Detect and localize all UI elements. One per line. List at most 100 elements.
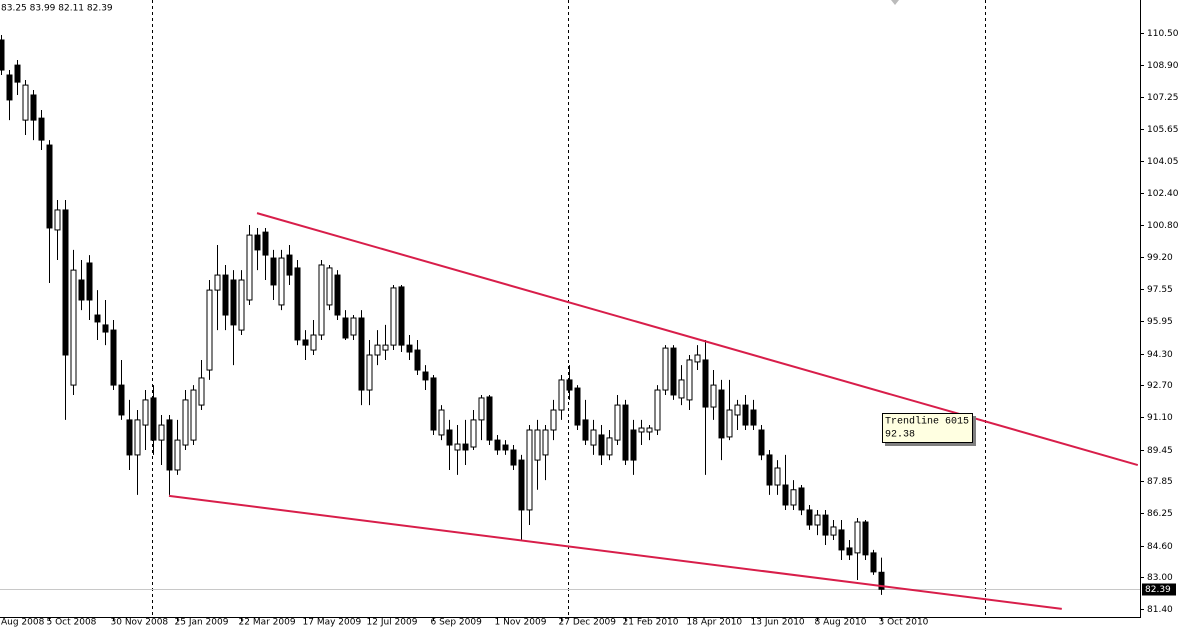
- tooltip-value: 92.38: [885, 430, 915, 441]
- candle-body: [702, 359, 709, 408]
- candle-body: [670, 347, 677, 396]
- candle-body: [134, 419, 141, 456]
- candle-body: [526, 429, 533, 511]
- candle-body: [534, 429, 541, 461]
- price-box: [1142, 583, 1176, 596]
- candle-body: [54, 209, 61, 231]
- candle-body: [878, 571, 885, 590]
- candle-body: [198, 377, 205, 406]
- candle-body: [382, 344, 389, 351]
- candle-body: [734, 404, 741, 416]
- y-tick-label: 91.10: [1147, 413, 1173, 423]
- ohlc-header: 83.25 83.99 82.11 82.39: [1, 4, 113, 14]
- candle-body: [870, 552, 877, 573]
- x-tick-label: 5 Oct 2008: [47, 618, 97, 628]
- candle-body: [86, 262, 93, 301]
- y-tick-label: 89.45: [1147, 446, 1173, 456]
- y-tick-label: 100.80: [1147, 221, 1178, 231]
- candle-body: [454, 443, 461, 451]
- y-tick-label: 104.05: [1147, 157, 1178, 167]
- candle-body: [806, 509, 813, 526]
- candle-body: [126, 419, 133, 456]
- candle-body: [502, 444, 509, 451]
- candle-body: [462, 443, 469, 451]
- candle-body: [286, 254, 293, 276]
- candle-body: [518, 459, 525, 511]
- candle-body: [270, 257, 277, 286]
- x-tick-label: 3 Oct 2010: [879, 618, 929, 628]
- candle-body: [550, 409, 557, 431]
- candle-body: [662, 347, 669, 391]
- candle-body: [846, 547, 853, 556]
- x-tick-label: 8 Aug 2010: [815, 618, 867, 628]
- candle-body: [854, 521, 861, 554]
- candle-body: [206, 289, 213, 371]
- candle-body: [406, 344, 413, 353]
- candle-body: [22, 84, 29, 121]
- candle-body: [726, 409, 733, 438]
- candle-body: [766, 454, 773, 486]
- candle-body: [774, 467, 781, 486]
- candle-body: [478, 397, 485, 421]
- candle-body: [638, 427, 645, 433]
- x-tick-label: 27 Dec 2009: [559, 618, 617, 628]
- candle-body: [654, 389, 661, 431]
- candle-body: [78, 279, 85, 301]
- candle-body: [558, 379, 565, 411]
- candle-body: [30, 94, 37, 121]
- x-tick-label: 13 Jun 2010: [751, 618, 805, 628]
- candle-body: [294, 267, 301, 341]
- candle-body: [494, 439, 501, 451]
- x-tick-label: 12 Jul 2009: [367, 618, 418, 628]
- y-tick-label: 107.25: [1147, 93, 1178, 103]
- candle-body: [694, 354, 701, 363]
- trendline: [168, 494, 1062, 610]
- y-tick-label: 102.40: [1147, 189, 1178, 199]
- tooltip-title: Trendline 6015: [885, 416, 969, 428]
- x-tick-label: 30 Nov 2008: [111, 618, 169, 628]
- candle-body: [750, 409, 757, 426]
- y-tick-label: 84.60: [1147, 542, 1173, 552]
- candle-body: [470, 419, 477, 448]
- candle-body: [166, 419, 173, 471]
- candle-body: [798, 487, 805, 511]
- candle-body: [862, 521, 869, 556]
- y-tick-label: 99.20: [1147, 253, 1173, 263]
- candle-body: [838, 529, 845, 551]
- candle-body: [350, 317, 357, 336]
- candle-body: [542, 429, 549, 456]
- candle-body: [182, 399, 189, 446]
- candle-body: [646, 427, 653, 433]
- candle-body: [446, 429, 453, 446]
- candle-body: [742, 404, 749, 426]
- y-tick-label: 86.25: [1147, 509, 1173, 519]
- last-price-box: 82.39: [1142, 583, 1176, 596]
- candle-body: [606, 437, 613, 456]
- candle-body: [598, 434, 605, 456]
- candle-body: [6, 74, 13, 101]
- candle-body: [118, 384, 125, 416]
- candle-body: [422, 371, 429, 381]
- x-tick-label: Aug 2008: [1, 618, 45, 628]
- candle-body: [710, 384, 717, 408]
- candle-body: [278, 257, 285, 306]
- tooltip-box: [882, 413, 973, 443]
- candle-body: [390, 287, 397, 346]
- candle-body: [70, 269, 77, 386]
- tooltip: Trendline 6015 92.38: [882, 413, 976, 446]
- y-tick-label: 110.50: [1147, 29, 1178, 39]
- candle-body: [62, 209, 69, 356]
- candle-body: [46, 144, 53, 229]
- price-box-label: 82.39: [1145, 585, 1171, 595]
- candle-body: [358, 317, 365, 391]
- candle-body: [238, 279, 245, 331]
- candle-body: [14, 64, 21, 83]
- candle-body: [614, 404, 621, 441]
- candle-body: [814, 514, 821, 526]
- candle-body: [582, 419, 589, 441]
- candle-body: [678, 379, 685, 399]
- candle-body: [254, 234, 261, 251]
- candle-body: [174, 439, 181, 471]
- candle-body: [486, 396, 493, 441]
